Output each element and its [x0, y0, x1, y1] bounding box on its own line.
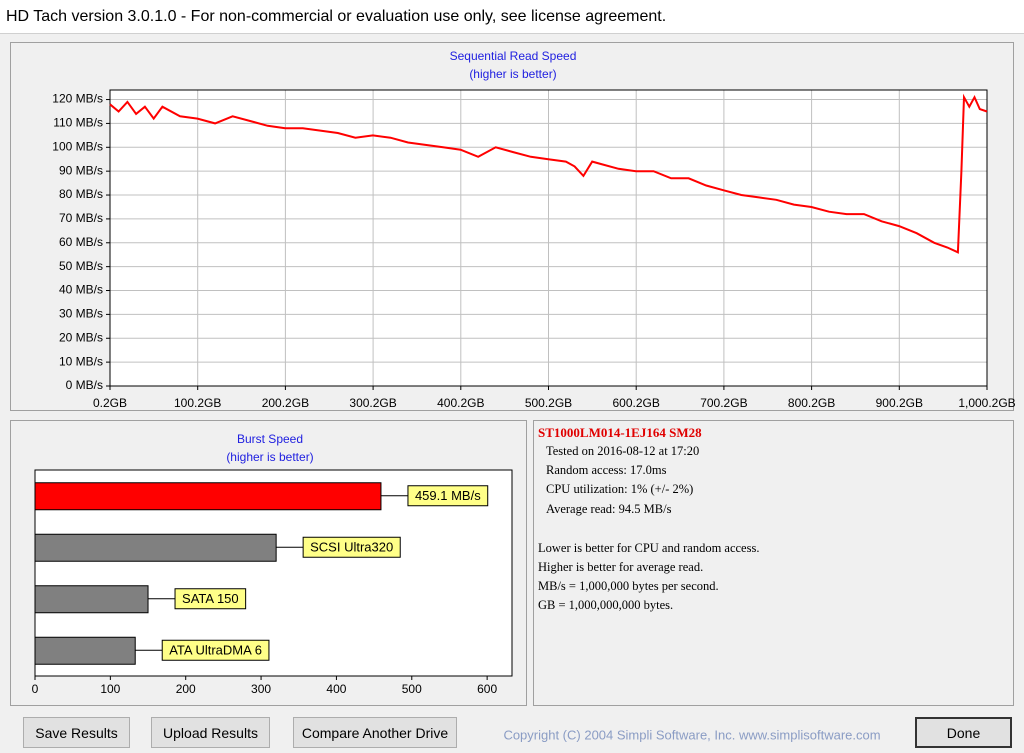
result-line: Average read: 94.5 MB/s	[546, 502, 672, 516]
x-tick-label: 100	[100, 682, 120, 696]
result-line: Random access: 17.0ms	[546, 463, 667, 477]
bar-label: 459.1 MB/s	[415, 488, 481, 503]
y-tick-label: 20 MB/s	[59, 330, 103, 344]
y-tick-label: 70 MB/s	[59, 211, 103, 225]
save-results-button[interactable]: Save Results	[23, 717, 130, 748]
y-tick-label: 120 MB/s	[52, 92, 103, 106]
x-tick-label: 600	[477, 682, 497, 696]
info-panel	[533, 420, 1014, 706]
result-line: Tested on 2016-08-12 at 17:20	[546, 444, 699, 458]
y-tick-label: 40 MB/s	[59, 283, 103, 297]
upload-results-button[interactable]: Upload Results	[151, 717, 270, 748]
note-line: Higher is better for average read.	[538, 560, 703, 574]
x-tick-label: 0.2GB	[93, 396, 127, 410]
bar-label: SATA 150	[182, 591, 239, 606]
note-line: MB/s = 1,000,000 bytes per second.	[538, 579, 719, 593]
y-tick-label: 60 MB/s	[59, 235, 103, 249]
note-line: Lower is better for CPU and random acces…	[538, 541, 759, 555]
x-tick-label: 600.2GB	[613, 396, 660, 410]
bar	[34, 636, 136, 665]
bar	[34, 482, 382, 511]
read-speed-line	[109, 93, 988, 254]
x-tick-label: 800.2GB	[788, 396, 835, 410]
x-tick-label: 1,000.2GB	[958, 396, 1015, 410]
chart-title: Sequential Read Speed	[450, 49, 577, 63]
y-tick-label: 90 MB/s	[59, 163, 103, 177]
result-line: CPU utilization: 1% (+/- 2%)	[546, 482, 693, 496]
bar-label: ATA UltraDMA 6	[169, 643, 262, 658]
bar	[34, 585, 149, 614]
chart-subtitle: (higher is better)	[226, 450, 313, 464]
chart-title: Burst Speed	[237, 432, 303, 446]
x-tick-label: 100.2GB	[174, 396, 221, 410]
y-tick-label: 30 MB/s	[59, 307, 103, 321]
y-tick-label: 0 MB/s	[66, 378, 103, 392]
title-bar	[0, 0, 1024, 33]
y-tick-label: 50 MB/s	[59, 259, 103, 273]
x-tick-label: 300.2GB	[349, 396, 396, 410]
y-tick-label: 80 MB/s	[59, 187, 103, 201]
bar-label: SCSI Ultra320	[310, 540, 393, 555]
x-tick-label: 300	[251, 682, 271, 696]
y-tick-label: 100 MB/s	[52, 139, 103, 153]
x-tick-label: 500.2GB	[525, 396, 572, 410]
window-title: HD Tach version 3.0.1.0 - For non-commer…	[6, 8, 666, 25]
x-tick-label: 700.2GB	[700, 396, 747, 410]
bar	[34, 533, 277, 562]
chart-subtitle: (higher is better)	[469, 67, 556, 81]
x-tick-label: 400.2GB	[437, 396, 484, 410]
compare-drive-button[interactable]: Compare Another Drive	[293, 717, 457, 748]
done-button[interactable]: Done	[915, 717, 1012, 748]
note-line: GB = 1,000,000,000 bytes.	[538, 598, 673, 612]
x-tick-label: 0	[32, 682, 39, 696]
x-tick-label: 400	[326, 682, 346, 696]
y-tick-label: 10 MB/s	[59, 354, 103, 368]
plot-frame	[109, 89, 988, 387]
x-tick-label: 200.2GB	[262, 396, 309, 410]
x-tick-label: 500	[402, 682, 422, 696]
copyright: Copyright (C) 2004 Simpli Software, Inc.…	[503, 727, 880, 742]
drive-name: ST1000LM014-1EJ164 SM28	[538, 425, 702, 440]
x-tick-label: 900.2GB	[876, 396, 923, 410]
x-tick-label: 200	[176, 682, 196, 696]
y-tick-label: 110 MB/s	[53, 116, 103, 130]
